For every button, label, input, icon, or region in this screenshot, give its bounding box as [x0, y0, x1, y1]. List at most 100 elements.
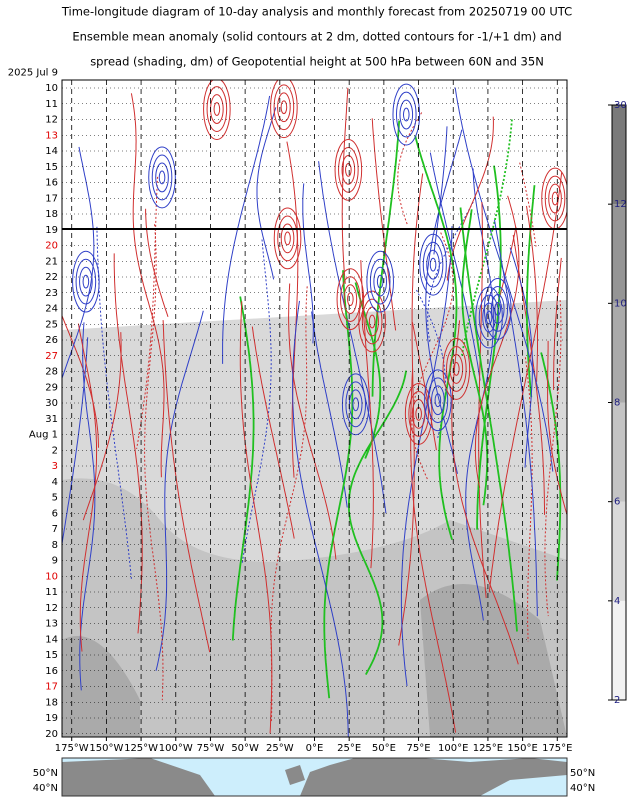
contour-line [239, 301, 273, 734]
y-tick-label: 12 [45, 115, 58, 126]
contour-line [431, 385, 445, 416]
contour-line [158, 170, 166, 185]
contour-line [352, 397, 360, 412]
y-tick-label: 2025 Jul 9 [8, 67, 58, 78]
colorbar-tick-label: 4 [614, 596, 620, 607]
y-tick-label: 16 [45, 666, 58, 677]
y-tick-label: 16 [45, 178, 58, 189]
contour-line [75, 258, 97, 305]
contour-line [485, 310, 493, 325]
contour-line [426, 249, 440, 280]
title-line: Time-longitude diagram of 10-day analysi… [61, 5, 572, 19]
contour-line [459, 207, 518, 632]
contour-line [256, 107, 277, 280]
contour-line [302, 183, 314, 344]
contour-line [277, 92, 291, 123]
contours [62, 80, 574, 737]
colorbar-tick-label: 30 [614, 100, 627, 111]
contour-line [424, 369, 452, 432]
contour-line [446, 116, 494, 281]
y-tick-label: 25 [45, 319, 58, 330]
y-tick-label: 20 [45, 241, 58, 252]
map-label: 40°N [33, 783, 58, 794]
contour-line [284, 231, 291, 246]
contour-line [79, 266, 93, 297]
contour-line [446, 346, 467, 392]
contour-line [311, 311, 348, 508]
contour-line [483, 278, 512, 340]
contour-line [251, 326, 295, 539]
contour-line [72, 250, 100, 313]
contour-line [398, 173, 424, 646]
contour-line [280, 100, 288, 115]
contour-line [348, 370, 407, 676]
x-tick-label: 150°W [89, 743, 123, 754]
contour-line [429, 152, 481, 381]
contour-line [82, 332, 122, 521]
x-tick-label: 175°E [542, 743, 572, 754]
plot-area [62, 80, 574, 737]
y-tick-label: 10 [45, 83, 58, 94]
contour-line [548, 183, 562, 214]
colorbar-band [612, 303, 626, 403]
y-tick-label: 17 [45, 682, 58, 693]
colorbar-tick-label: 10 [614, 298, 627, 309]
contour-line [569, 205, 574, 309]
contour-line [478, 201, 487, 599]
contour-line [488, 172, 563, 593]
x-tick-label: 50°W [231, 743, 259, 754]
contour-line [130, 93, 165, 478]
contour-line [376, 274, 384, 289]
contour-line [336, 268, 365, 331]
contour-line [341, 373, 370, 436]
contour-line [400, 226, 453, 687]
contour-line [395, 91, 417, 138]
contour-line [451, 320, 519, 665]
y-tick-label: 3 [52, 461, 58, 472]
x-tick-label: 125°W [124, 743, 158, 754]
contour-line [203, 80, 231, 140]
y-tick-label: 31 [45, 414, 58, 425]
contour-line [454, 87, 554, 472]
map-label: 40°N [570, 783, 595, 794]
colorbar-band [612, 501, 626, 601]
colorbar-tick-label: 2 [614, 695, 620, 706]
y-tick-label: 15 [45, 650, 58, 661]
contour-line [155, 162, 169, 193]
y-tick-label: 29 [45, 382, 58, 393]
contour-line [422, 241, 444, 288]
contour-line [551, 191, 559, 206]
y-tick-label: 21 [45, 256, 58, 267]
x-tick-label: 75°E [407, 743, 431, 754]
contour-line [392, 83, 421, 146]
contour-line [429, 257, 437, 272]
contour-line [419, 233, 447, 296]
contour-line [547, 340, 567, 517]
contour-line [341, 87, 349, 284]
contour-line [474, 195, 520, 488]
contour-line [206, 86, 228, 132]
colorbar-tick-label: 12 [614, 199, 627, 210]
y-tick-label: 19 [45, 713, 58, 724]
x-tick-label: 175°W [55, 743, 89, 754]
y-tick-label: 4 [52, 477, 58, 488]
y-tick-label: 13 [45, 619, 58, 630]
contour-line [334, 138, 363, 201]
contour-line [371, 118, 397, 331]
title-line: Ensemble mean anomaly (solid contours at… [72, 30, 561, 44]
contour-line [410, 368, 457, 733]
contour-line [478, 294, 500, 341]
contour-line [288, 283, 337, 560]
contour-line [155, 310, 204, 671]
y-tick-label: 18 [45, 209, 58, 220]
y-tick-label: 9 [52, 556, 58, 567]
x-tick-label: 100°E [438, 743, 468, 754]
contour-line [509, 247, 533, 468]
colorbar-tick-label: 6 [614, 497, 620, 508]
contour-line [361, 298, 383, 345]
contour-line [526, 185, 536, 398]
contour-line [231, 296, 255, 641]
contour-line [490, 294, 505, 324]
y-tick-label: 14 [45, 146, 58, 157]
contour-line [345, 162, 352, 177]
